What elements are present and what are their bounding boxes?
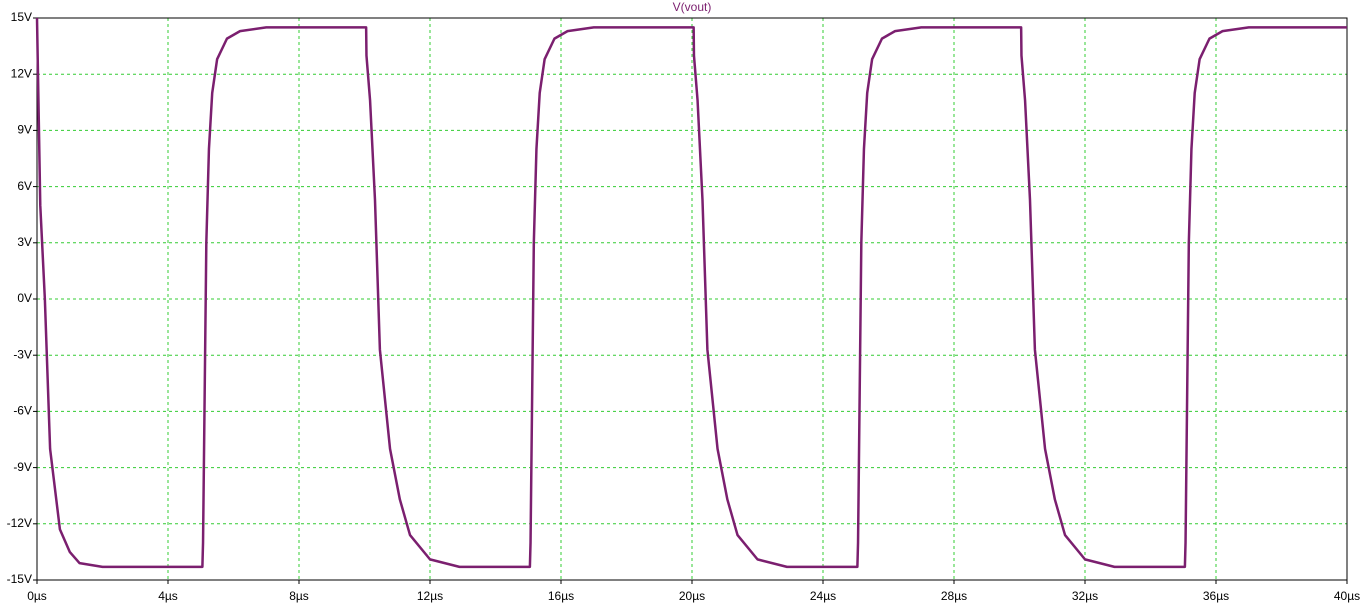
chart-title: V(vout) (673, 0, 712, 14)
y-tick-label: 9V (17, 123, 32, 137)
x-tick-label: 8µs (289, 589, 309, 603)
x-tick-label: 32µs (1072, 589, 1098, 603)
y-tick-label: -12V (7, 516, 32, 530)
x-tick-label: 12µs (417, 589, 443, 603)
y-tick-label: -15V (7, 572, 32, 586)
x-tick-label: 0µs (27, 589, 47, 603)
x-tick-label: 28µs (941, 589, 967, 603)
x-tick-label: 4µs (158, 589, 178, 603)
plot-frame (36, 17, 1348, 581)
y-tick-label: 3V (17, 235, 32, 249)
x-tick-label: 16µs (548, 589, 574, 603)
y-tick-label: 6V (17, 179, 32, 193)
y-tick-label: -6V (13, 404, 32, 418)
y-tick-label: -3V (13, 347, 32, 361)
y-tick-label: -9V (13, 460, 32, 474)
x-tick-label: 40µs (1334, 589, 1360, 603)
y-tick-label: 15V (11, 10, 32, 24)
x-tick-label: 36µs (1203, 589, 1229, 603)
y-tick-label: 12V (11, 66, 32, 80)
x-tick-label: 20µs (679, 589, 705, 603)
y-tick-label: 0V (17, 291, 32, 305)
x-tick-label: 24µs (810, 589, 836, 603)
series-line (35, 17, 1347, 569)
